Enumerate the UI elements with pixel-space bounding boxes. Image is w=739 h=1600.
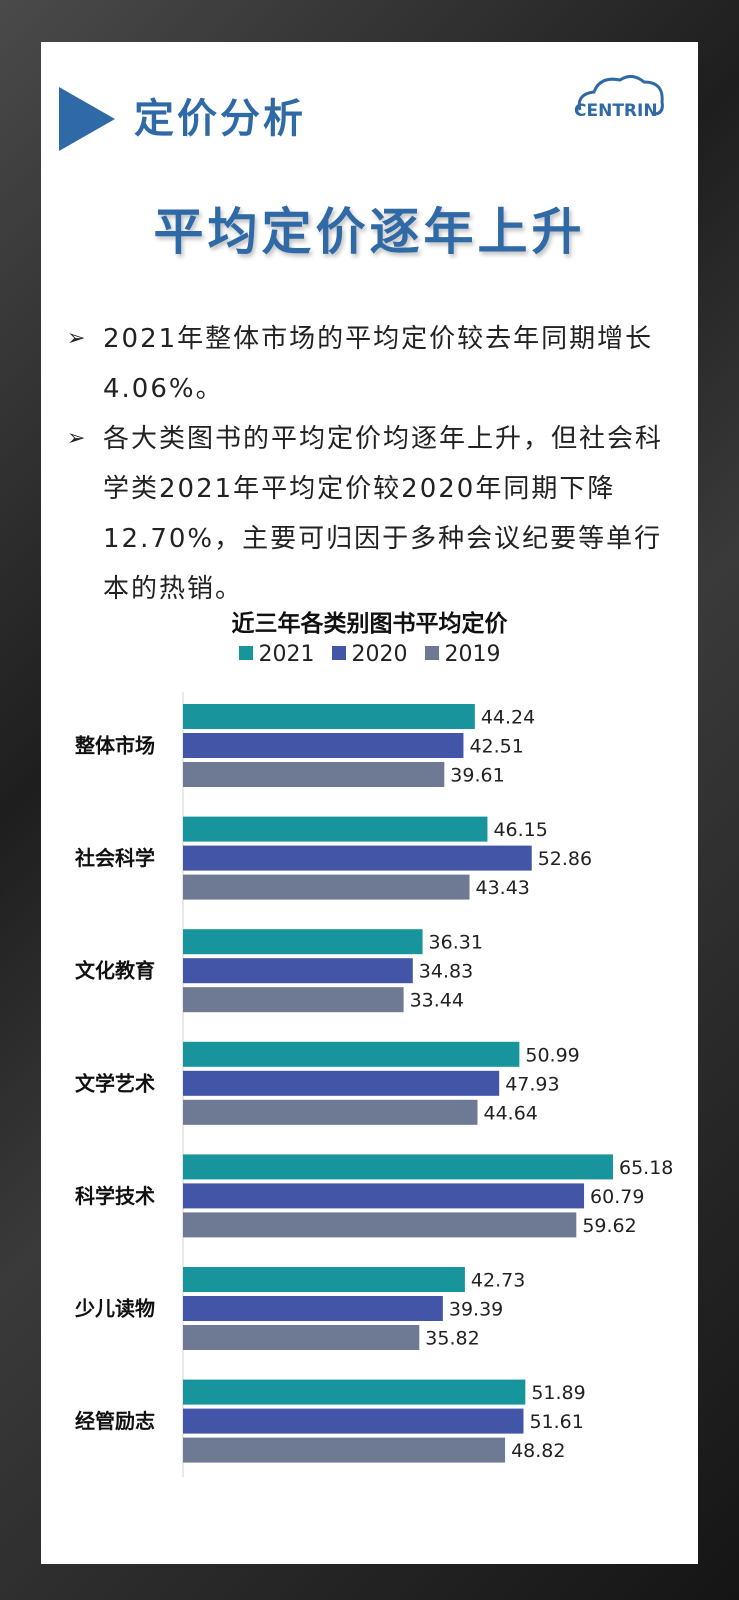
page-headline: 平均定价逐年上升: [153, 203, 586, 261]
bar-2021: [183, 1267, 465, 1292]
centrin-logo: CENTRIN: [574, 75, 664, 121]
bullet-item: ➢ 2021年整体市场的平均定价较去年同期增长4.06%。: [67, 314, 677, 414]
svg-text:CENTRIN: CENTRIN: [574, 101, 658, 121]
bar-2021: [183, 816, 488, 842]
value-label: 51.61: [529, 1411, 583, 1433]
bar-2020: [183, 1296, 443, 1321]
bar-2021: [183, 1041, 520, 1067]
bar-2021: [183, 1154, 613, 1180]
legend-item-2021: 2021: [238, 642, 315, 667]
value-label: 34.83: [419, 961, 473, 983]
legend-swatch: [331, 646, 346, 660]
bullet-arrow-icon: ➢: [67, 326, 88, 351]
category-label: 少儿读物: [74, 1297, 155, 1321]
bar-2020: [183, 1408, 524, 1434]
value-label: 39.61: [450, 765, 504, 787]
bullet-text: 2021年整体市场的平均定价较去年同期增长4.06%。: [103, 324, 654, 404]
bar-2021: [183, 704, 475, 729]
value-label: 39.39: [449, 1299, 503, 1321]
bullet-arrow-icon: ➢: [67, 426, 88, 451]
category-label: 文化教育: [75, 959, 155, 983]
bar-2019: [183, 874, 470, 900]
bullet-list: ➢ 2021年整体市场的平均定价较去年同期增长4.06%。 ➢ 各大类图书的平均…: [67, 314, 677, 614]
section-title: 定价分析: [134, 96, 306, 142]
bar-2019: [183, 1325, 420, 1350]
bar-chart: 整体市场 44.24 42.51 39.61 社会科学 46.15 52.86 43.43 文化…: [74, 692, 673, 1477]
bar-2019: [183, 1212, 577, 1238]
value-label: 35.82: [425, 1328, 479, 1350]
value-label: 33.44: [410, 990, 464, 1012]
value-label: 59.62: [582, 1215, 636, 1237]
value-label: 43.43: [476, 877, 530, 899]
category-label: 社会科学: [74, 846, 155, 870]
bar-2020: [183, 958, 413, 984]
bar-2020: [183, 845, 532, 871]
value-label: 36.31: [429, 932, 483, 954]
category-label: 文学艺术: [75, 1071, 155, 1095]
category-label: 经管励志: [75, 1409, 155, 1433]
bar-2020: [183, 1070, 500, 1096]
bar-2019: [183, 762, 445, 787]
value-label: 50.99: [525, 1044, 579, 1066]
legend-item-2019: 2019: [424, 642, 501, 667]
value-label: 44.64: [483, 1102, 537, 1124]
legend-item-2020: 2020: [331, 642, 408, 667]
value-label: 44.24: [481, 707, 535, 729]
value-label: 60.79: [590, 1186, 644, 1208]
value-label: 46.15: [493, 819, 547, 841]
header-arrow-icon: [59, 87, 115, 151]
bullet-text: 各大类图书的平均定价均逐年上升，但社会科学类2021年平均定价较2020年同期下…: [103, 424, 664, 604]
value-label: 48.82: [511, 1440, 565, 1462]
bar-2019: [183, 987, 404, 1013]
bar-2019: [183, 1437, 506, 1463]
value-label: 42.73: [471, 1270, 525, 1292]
chart-legend: 2021 2020 2019: [41, 642, 698, 667]
value-label: 65.18: [619, 1157, 673, 1179]
value-label: 51.89: [531, 1382, 585, 1404]
content-card: 定价分析 CENTRIN 平均定价逐年上升 ➢ 2021年整体市场的平均定价较去…: [41, 42, 698, 1564]
value-label: 42.51: [469, 736, 523, 758]
category-label: 整体市场: [74, 734, 155, 758]
legend-swatch: [238, 646, 253, 660]
legend-swatch: [424, 646, 439, 660]
value-label: 52.86: [538, 848, 592, 870]
bar-2021: [183, 1379, 526, 1405]
value-label: 47.93: [505, 1073, 559, 1095]
bar-2020: [183, 1183, 585, 1209]
bar-2021: [183, 929, 423, 955]
bullet-item: ➢ 各大类图书的平均定价均逐年上升，但社会科学类2021年平均定价较2020年同…: [67, 414, 677, 614]
category-label: 科学技术: [75, 1184, 155, 1208]
bar-2019: [183, 1099, 478, 1125]
chart-title: 近三年各类别图书平均定价: [231, 611, 508, 637]
bar-2020: [183, 733, 464, 758]
